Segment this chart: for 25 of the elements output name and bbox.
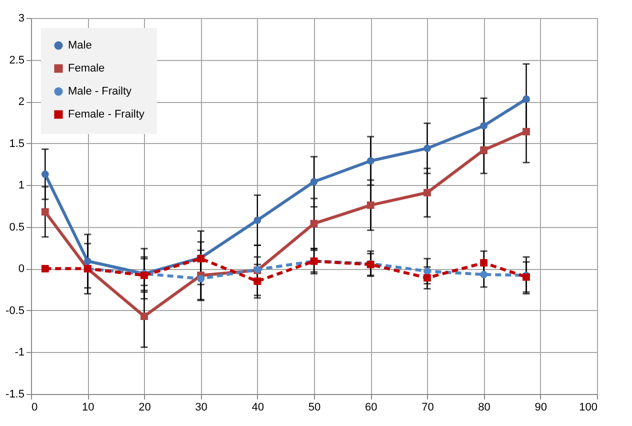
x-tick-label: 0 (32, 402, 38, 414)
y-tick-label: 2 (18, 96, 24, 108)
x-tick-label: 40 (252, 402, 264, 414)
legend-label: Female - Frailty (68, 108, 145, 120)
y-tick-label: 0.5 (9, 221, 24, 234)
x-tick-label: 100 (579, 402, 598, 414)
x-tick-label: 60 (364, 402, 378, 414)
x-tick-label: 10 (82, 402, 94, 414)
y-tick-label: 3 (18, 12, 24, 24)
legend-label: Male (68, 40, 92, 52)
x-tick-label: 70 (422, 402, 434, 414)
y-tick-label: -1.5 (6, 388, 24, 400)
legend-label: Male - Frailty (68, 86, 132, 98)
y-tick-label: 1.5 (9, 138, 24, 150)
x-tick-label: 30 (195, 402, 208, 414)
y-tick-label: -1 (14, 346, 24, 359)
y-tick-label: 1 (18, 180, 24, 192)
x-tick-label: 90 (534, 402, 548, 414)
x-tick-label: 80 (478, 402, 490, 414)
legend-label: Female (68, 62, 105, 74)
y-tick-label: 2.5 (9, 54, 24, 66)
x-tick-label: 20 (138, 402, 151, 414)
y-tick-label: -0.5 (6, 304, 24, 317)
y-tick-label: 0 (18, 263, 24, 276)
x-tick-label: 50 (308, 402, 321, 414)
